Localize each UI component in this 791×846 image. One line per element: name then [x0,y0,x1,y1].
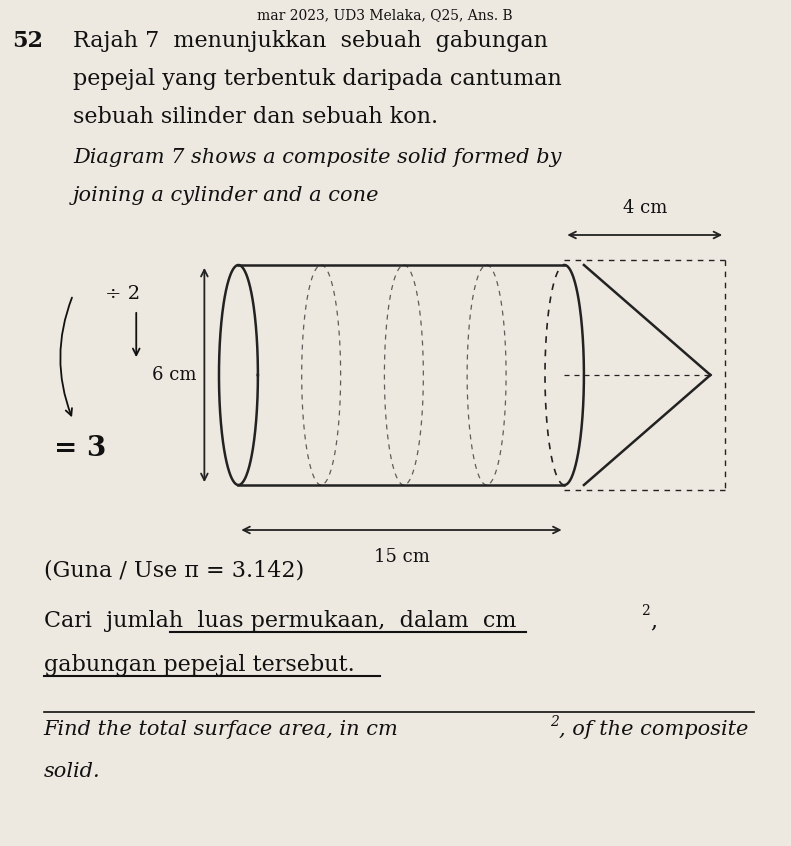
Text: 2: 2 [550,715,558,729]
Text: sebuah silinder dan sebuah kon.: sebuah silinder dan sebuah kon. [73,106,438,128]
Text: ÷ 2: ÷ 2 [105,285,140,303]
Text: solid.: solid. [44,762,100,781]
Text: 4 cm: 4 cm [623,199,667,217]
Text: Diagram 7 shows a composite solid formed by: Diagram 7 shows a composite solid formed… [73,148,562,167]
Text: , of the composite: , of the composite [558,720,748,739]
Text: gabungan pepejal tersebut.: gabungan pepejal tersebut. [44,654,354,676]
Text: (Guna / Use π = 3.142): (Guna / Use π = 3.142) [44,560,304,582]
Text: pepejal yang terbentuk daripada cantuman: pepejal yang terbentuk daripada cantuman [73,68,562,90]
Text: 52: 52 [12,30,43,52]
Text: Find the total surface area, in cm: Find the total surface area, in cm [44,720,399,739]
Text: mar 2023, UD3 Melaka, Q25, Ans. B: mar 2023, UD3 Melaka, Q25, Ans. B [256,8,513,22]
Text: Cari  jumlah  luas permukaan,  dalam  cm: Cari jumlah luas permukaan, dalam cm [44,610,517,632]
Text: 2: 2 [642,604,650,618]
Text: 6 cm: 6 cm [152,366,197,384]
Text: joining a cylinder and a cone: joining a cylinder and a cone [73,186,380,205]
Text: = 3: = 3 [54,435,106,462]
Text: Rajah 7  menunjukkan  sebuah  gabungan: Rajah 7 menunjukkan sebuah gabungan [73,30,548,52]
Text: 15 cm: 15 cm [373,548,430,566]
Text: ,: , [650,610,657,632]
